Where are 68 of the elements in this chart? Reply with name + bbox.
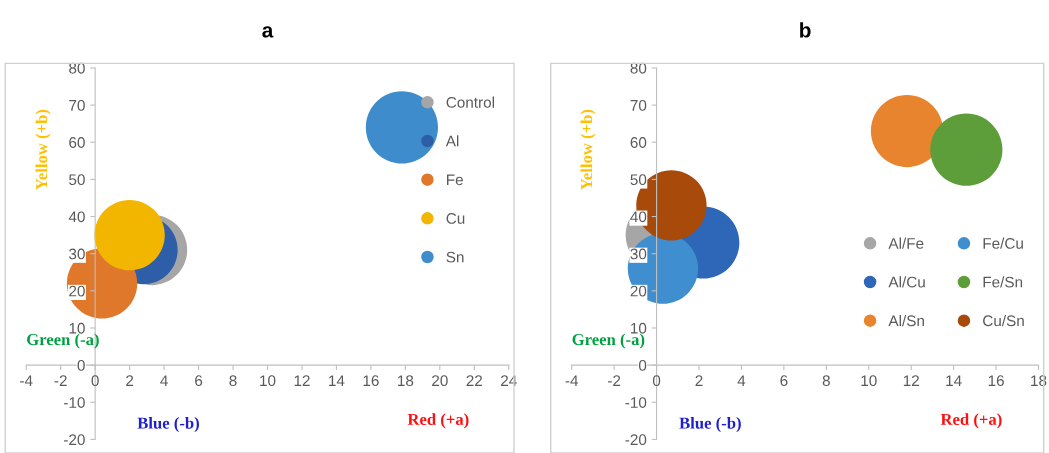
y-axis-title: Yellow (+b) [580,109,596,190]
y-tick-label: 10 [631,322,647,334]
chart-title: b [800,22,811,38]
x-tick-label: 10 [861,375,877,387]
y-tick-label: 0 [77,359,85,371]
x-tick-label: 20 [432,375,448,387]
legend-label: Al [445,135,459,147]
legend-label: Fe [447,174,463,186]
legend-label: Cu/Sn [983,314,1024,327]
x-tick-label: 18 [1031,375,1047,387]
x-tick-label: 16 [363,375,379,387]
x-tick-label: 14 [946,375,962,386]
annotation: Blue (-b) [137,416,199,433]
x-tick-label: 4 [160,375,168,386]
x-tick-label: -4 [20,375,33,386]
y-tick-label: 50 [630,174,647,186]
x-tick-label: 18 [398,375,414,387]
x-tick-label: 6 [780,375,788,387]
legend-label: Sn [446,251,464,263]
legend-label: Cu [446,213,465,224]
y-tick-label: 30 [630,248,647,260]
y-tick-label: 70 [69,99,85,111]
x-tick-label: 16 [988,375,1004,387]
x-tick-label: 12 [903,375,919,386]
y-tick-label: 20 [69,285,85,297]
chart-title: a [262,26,274,38]
annotation: Green (-a) [572,333,645,349]
x-tick-label: 12 [294,375,310,386]
y-tick-label: 30 [69,248,85,260]
y-tick-label: 20 [630,285,647,297]
x-tick-label: 0 [91,375,99,387]
y-tick-label: -20 [64,434,85,446]
annotation: Red (+a) [407,413,469,429]
x-tick-label: -2 [54,375,67,386]
legend-label: Al/Cu [888,276,925,288]
x-tick-label: 14 [329,375,345,386]
x-tick-label: -2 [608,375,621,386]
annotation: Blue (-b) [679,416,741,433]
x-tick-label: 22 [466,375,483,386]
y-tick-label: -10 [64,397,85,408]
legend-label: Al/Sn [888,314,924,327]
y-tick-label: 10 [69,322,85,334]
y-tick-label: 50 [69,174,85,186]
x-tick-label: 8 [229,375,237,387]
legend-label: Fe/Sn [983,276,1023,288]
legend-label: Control [446,96,494,108]
legend-label: Fe/Cu [983,237,1023,249]
x-tick-label: 24 [501,375,517,386]
x-tick-label: 6 [195,375,203,387]
y-tick-label: 40 [630,211,647,223]
annotation: Green (-a) [27,333,99,349]
y-tick-label: 60 [630,137,647,148]
y-tick-label: 60 [69,137,85,148]
y-tick-label: 40 [68,211,85,223]
x-tick-label: 10 [260,375,276,387]
x-tick-label: -4 [565,375,579,386]
annotation: Red (+a) [940,413,1002,429]
x-tick-label: 2 [126,375,134,386]
y-tick-label: 70 [630,99,647,111]
y-tick-label: -20 [625,434,647,446]
legend-label: Al/Fe [888,237,924,249]
x-tick-label: 2 [695,375,703,386]
x-tick-label: 8 [822,375,830,387]
x-tick-label: 0 [652,375,661,387]
y-tick-label: -10 [625,397,647,408]
x-tick-label: 4 [737,375,746,386]
y-tick-label: 0 [638,359,647,371]
y-axis-title: Yellow (+b) [35,109,51,190]
